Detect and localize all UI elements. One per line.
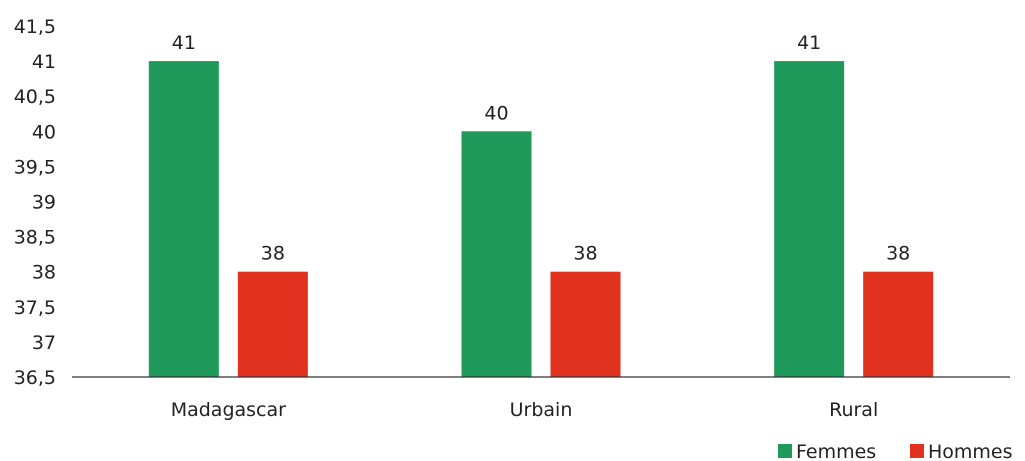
data-labels: 41 38 40 38 41 38 xyxy=(172,32,911,265)
y-axis-ticks: 36,5 37 37,5 38 38,5 39 39,5 40 40,5 41 41,5 xyxy=(14,16,56,389)
y-tick-label: 39 xyxy=(32,192,56,214)
category-labels: Madagascar Urbain Rural xyxy=(171,399,879,421)
y-tick-label: 40 xyxy=(32,121,56,143)
legend-swatch-hommes xyxy=(910,444,924,458)
legend-label-hommes: Hommes xyxy=(928,441,1013,461)
bar-femmes-urbain xyxy=(461,131,532,377)
data-label: 38 xyxy=(261,243,285,265)
data-label: 38 xyxy=(886,243,910,265)
bar-femmes-madagascar xyxy=(148,61,219,377)
y-tick-label: 37 xyxy=(32,332,56,354)
y-tick-label: 38,5 xyxy=(14,227,56,249)
category-label-urbain: Urbain xyxy=(510,399,573,421)
bar-hommes-rural xyxy=(863,271,934,377)
legend-swatch-femmes xyxy=(778,444,792,458)
bars xyxy=(148,61,934,377)
y-tick-label: 40,5 xyxy=(14,86,56,108)
y-tick-label: 38 xyxy=(32,262,56,284)
category-label-rural: Rural xyxy=(829,399,878,421)
legend-label-femmes: Femmes xyxy=(796,441,876,461)
data-label: 41 xyxy=(172,32,196,54)
y-tick-label: 41,5 xyxy=(14,16,56,38)
y-tick-label: 36,5 xyxy=(14,367,56,389)
bar-femmes-rural xyxy=(774,61,845,377)
bar-hommes-urbain xyxy=(550,271,621,377)
y-tick-label: 37,5 xyxy=(14,297,56,319)
y-tick-label: 41 xyxy=(32,51,56,73)
data-label: 38 xyxy=(573,243,597,265)
y-tick-label: 39,5 xyxy=(14,156,56,178)
bar-hommes-madagascar xyxy=(237,271,308,377)
category-label-madagascar: Madagascar xyxy=(171,399,286,421)
data-label: 40 xyxy=(484,102,508,124)
legend: Femmes Hommes xyxy=(778,441,1013,461)
data-label: 41 xyxy=(797,32,821,54)
